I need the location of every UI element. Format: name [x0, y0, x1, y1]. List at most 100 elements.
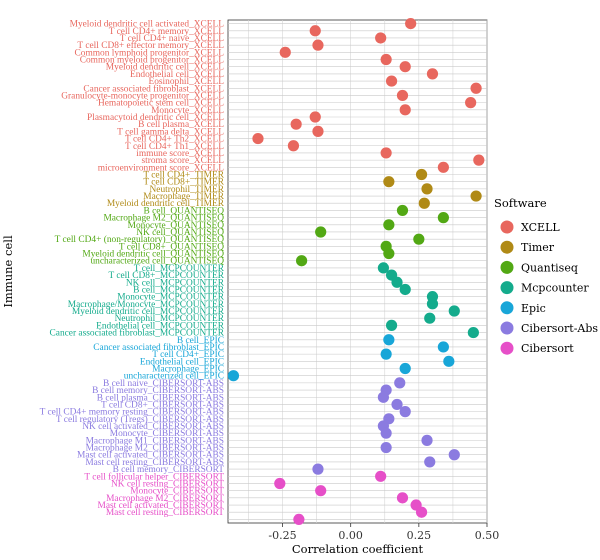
y-tick-labels: Myeloid dendritic cell activated_XCELL T … — [40, 20, 225, 519]
y-tick-label: Macrophage M1_CIBERSORT-ABS — [86, 436, 224, 446]
y-tick-label: T cell regulatory (Tregs)_CIBERSORT-ABS — [56, 414, 224, 425]
data-point — [421, 434, 433, 446]
y-tick-label: NK cell_QUANTISEQ — [136, 228, 224, 238]
data-point — [312, 463, 324, 475]
y-tick-label: Myeloid dendritic cell_XCELL — [106, 63, 224, 73]
y-tick-label: T cell CD4+ (non-regulatory)_QUANTISEQ — [55, 234, 225, 245]
data-point — [380, 348, 392, 360]
y-tick-label: Macrophage_EPIC — [152, 365, 224, 375]
data-point — [293, 513, 305, 526]
data-point — [426, 298, 439, 310]
data-point — [287, 140, 300, 152]
legend-label: Epic — [521, 302, 546, 315]
plot-panel — [227, 19, 488, 524]
data-point — [437, 212, 449, 224]
y-tick-label: Common lymphoid progenitor_XCELL — [75, 48, 225, 58]
y-tick-label: Myeloid dendritic cell_MCPCOUNTER — [72, 307, 225, 317]
data-point — [399, 61, 411, 73]
data-point — [309, 111, 321, 123]
y-tick-label: Cancer associated fibroblast_MCPCOUNTER — [50, 328, 225, 339]
data-point — [421, 183, 433, 195]
y-tick-label: B cell memory_CIBERSORT-ABS — [92, 386, 224, 396]
data-point — [418, 197, 430, 209]
y-tick-label: uncharacterized cell_EPIC — [124, 372, 224, 382]
data-point — [470, 82, 482, 94]
y-tick-label: B cell_QUANTISEQ — [144, 206, 225, 216]
data-point — [383, 176, 395, 188]
y-tick-label: Monocyte_CIBERSORT — [130, 487, 224, 497]
data-point — [399, 104, 411, 116]
y-tick-label: stroma score_XCELL — [141, 156, 224, 166]
y-tick-label: Myeloid dendritic cell activated_XCELL — [70, 20, 225, 30]
y-tick-label: Neutrophil_TIMER — [150, 185, 225, 195]
legend-title: Software — [494, 196, 547, 210]
x-tick-label: -0.25 — [268, 529, 296, 542]
data-point — [396, 204, 409, 217]
y-tick-label: Eosinophil_XCELL — [148, 77, 224, 87]
y-tick-label: Cancer associated fibroblast_XCELL — [83, 83, 224, 94]
data-point — [415, 168, 428, 181]
y-tick-label: T cell CD8+_CIBERSORT-ABS — [101, 400, 224, 410]
y-tick-label: Monocyte_MCPCOUNTER — [117, 293, 225, 303]
y-tick-label: NK cell resting_CIBERSORT — [111, 479, 224, 489]
legend-swatch — [500, 341, 514, 355]
y-tick-label: Endothelial cell_MCPCOUNTER — [96, 321, 225, 331]
data-point — [399, 406, 411, 418]
data-point — [375, 470, 387, 482]
data-point — [405, 17, 417, 30]
y-tick-label: T cell CD4+ memory resting_CIBERSORT-ABS — [40, 408, 224, 418]
y-tick-label: Endothelial cell_XCELL — [130, 70, 224, 80]
y-tick-label: T cell_MCPCOUNTER — [134, 264, 225, 274]
y-tick-label: T cell CD4+ naive_XCELL — [120, 34, 225, 44]
y-tick-label: Mast cell resting_CIBERSORT-ABS — [85, 458, 224, 468]
legend-swatch — [500, 321, 514, 335]
data-point — [424, 312, 436, 324]
data-point — [391, 398, 403, 411]
y-tick-label: Plasmacytoid dendritic cell_XCELL — [87, 113, 224, 123]
y-tick-label: Cancer associated fibroblast_EPIC — [93, 342, 224, 353]
legend-label: Cibersort — [521, 342, 574, 355]
legend-label: Timer — [521, 241, 555, 254]
data-point — [380, 53, 392, 66]
y-tick-label: Neutrophil_MCPCOUNTER — [115, 314, 225, 324]
data-point — [312, 39, 324, 51]
legend-swatch — [500, 260, 514, 274]
y-tick-label: Macrophage_TIMER — [143, 192, 224, 202]
y-tick-label: Hematopoietic stem cell_XCELL — [98, 99, 224, 109]
data-point — [380, 427, 392, 439]
data-point — [448, 449, 460, 461]
data-point — [424, 456, 436, 468]
data-point — [380, 147, 392, 159]
y-tick-label: Monocyte_CIBERSORT-ABS — [110, 429, 224, 439]
data-point — [377, 262, 389, 274]
data-point — [383, 219, 395, 231]
data-point — [473, 154, 485, 166]
legend-label: Cibersort-Abs — [521, 322, 598, 335]
y-tick-label: Myeloid dendritic cell_QUANTISEQ — [82, 250, 224, 260]
data-point — [443, 355, 455, 367]
y-tick-label: B cell_MCPCOUNTER — [133, 285, 225, 295]
data-point — [309, 25, 321, 37]
y-tick-label: B cell plasma_CIBERSORT-ABS — [97, 393, 224, 403]
data-point — [396, 492, 409, 504]
legend-swatch — [500, 240, 514, 254]
y-tick-label: Macrophage M2_CIBERSORT-ABS — [86, 444, 224, 454]
y-axis-title: Immune cell — [1, 235, 15, 308]
data-point — [375, 32, 387, 44]
y-tick-label: Endothelial cell_EPIC — [140, 357, 224, 367]
y-tick-label: T cell follicular helper_CIBERSORT — [84, 471, 224, 482]
x-axis-title: Correlation coefficient — [292, 542, 424, 556]
y-tick-label: Monocyte_QUANTISEQ — [128, 221, 225, 231]
y-tick-label: uncharacterized cell_QUANTISEQ — [90, 257, 224, 267]
x-tick-label: 0.25 — [407, 529, 432, 542]
data-point — [312, 125, 324, 137]
data-point — [465, 97, 477, 109]
data-point — [399, 283, 411, 296]
y-tick-label: B cell_EPIC — [177, 336, 224, 346]
data-point — [377, 391, 389, 403]
legend-swatch — [500, 281, 514, 295]
legend-label: Mcpcounter — [521, 282, 589, 295]
y-tick-label: Common myeloid progenitor_XCELL — [80, 56, 225, 66]
data-point — [383, 334, 395, 346]
data-point — [385, 319, 398, 331]
